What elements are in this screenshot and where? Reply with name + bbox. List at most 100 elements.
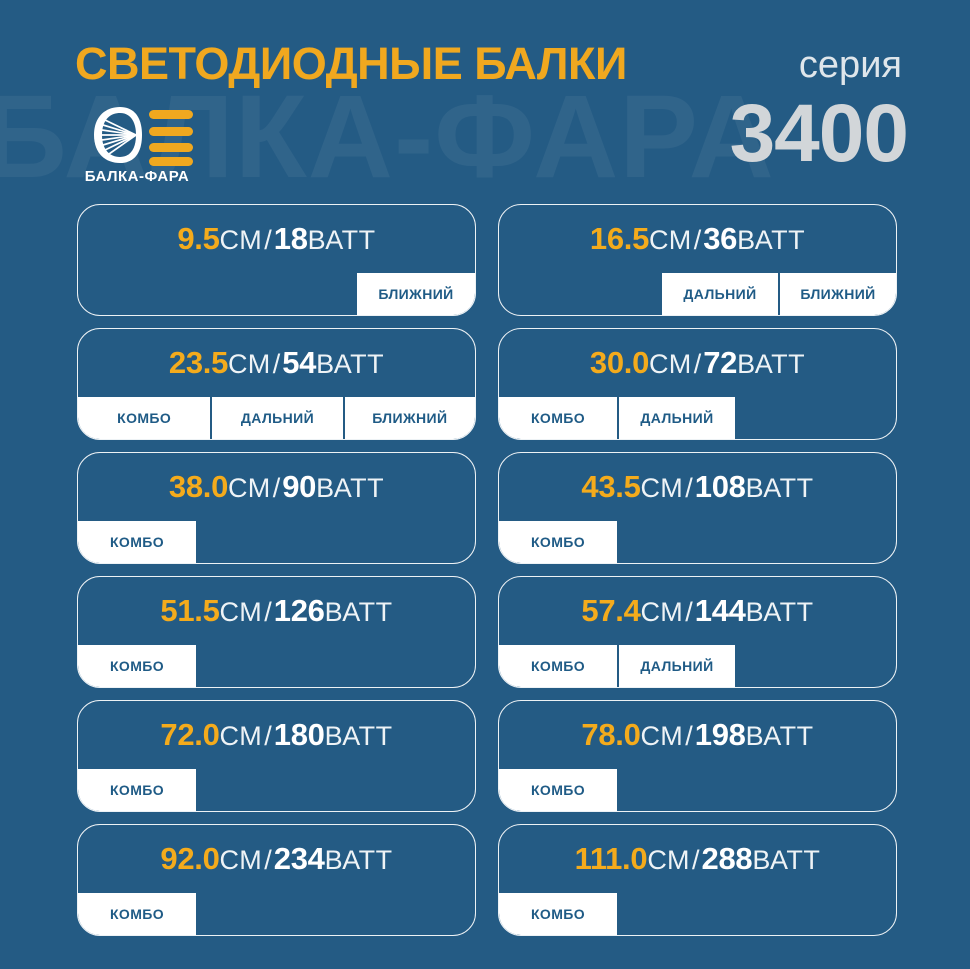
product-card[interactable]: 9.5 СМ / 18 ВАТТ БЛИЖНИЙ bbox=[77, 204, 476, 316]
beam-type-badge[interactable]: БЛИЖНИЙ bbox=[357, 273, 475, 315]
product-size-unit: СМ bbox=[228, 349, 271, 379]
beam-type-badge[interactable]: ДАЛЬНИЙ bbox=[210, 397, 343, 439]
beam-type-badges: КОМБО bbox=[499, 521, 896, 563]
beam-type-badge[interactable]: КОМБО bbox=[499, 769, 617, 811]
product-size-value: 78.0 bbox=[581, 717, 641, 752]
product-power-unit: ВАТТ bbox=[324, 845, 393, 875]
beam-type-badge[interactable]: КОМБО bbox=[78, 769, 196, 811]
product-power-unit: ВАТТ bbox=[316, 473, 385, 503]
product-card[interactable]: 43.5 СМ / 108 ВАТТ КОМБО bbox=[498, 452, 897, 564]
product-power-value: 108 bbox=[694, 469, 746, 504]
series-label: серия bbox=[798, 44, 902, 86]
spec-separator: / bbox=[272, 473, 281, 503]
product-card[interactable]: 111.0 СМ / 288 ВАТТ КОМБО bbox=[498, 824, 897, 936]
product-size-unit: СМ bbox=[649, 349, 692, 379]
spec-separator: / bbox=[272, 349, 281, 379]
beam-type-badge[interactable]: КОМБО bbox=[78, 645, 196, 687]
product-card[interactable]: 72.0 СМ / 180 ВАТТ КОМБО bbox=[77, 700, 476, 812]
spec-separator: / bbox=[264, 225, 272, 255]
spec-separator: / bbox=[264, 597, 272, 627]
spec-separator: / bbox=[685, 597, 693, 627]
product-power-unit: ВАТТ bbox=[745, 597, 814, 627]
product-grid: 9.5 СМ / 18 ВАТТ БЛИЖНИЙ 16.5 СМ / 36 ВАТТ… bbox=[77, 204, 897, 936]
beam-type-badges: КОМБО bbox=[78, 893, 475, 935]
product-size-value: 43.5 bbox=[581, 469, 641, 504]
product-power-unit: ВАТТ bbox=[316, 349, 385, 379]
brand-name: БАЛКА-ФАРА bbox=[84, 168, 190, 185]
beam-type-badge[interactable]: КОМБО bbox=[499, 893, 617, 935]
beam-type-badge[interactable]: ДАЛЬНИЙ bbox=[660, 273, 778, 315]
product-power-unit: ВАТТ bbox=[737, 225, 806, 255]
product-power-unit: ВАТТ bbox=[745, 473, 814, 503]
product-size-unit: СМ bbox=[649, 225, 692, 255]
product-power-unit: ВАТТ bbox=[307, 225, 376, 255]
headlight-icon bbox=[80, 104, 200, 166]
beam-type-badge[interactable]: БЛИЖНИЙ bbox=[778, 273, 896, 315]
product-size-unit: СМ bbox=[640, 721, 684, 751]
spec-separator: / bbox=[264, 845, 272, 875]
spec-separator: / bbox=[264, 721, 272, 751]
product-card[interactable]: 23.5 СМ / 54 ВАТТ КОМБО ДАЛЬНИЙ БЛИЖНИЙ bbox=[77, 328, 476, 440]
product-card[interactable]: 51.5 СМ / 126 ВАТТ КОМБО bbox=[77, 576, 476, 688]
product-spec: 43.5 СМ / 108 ВАТТ bbox=[499, 469, 896, 505]
beam-type-badges: КОМБО bbox=[78, 769, 475, 811]
product-card[interactable]: 78.0 СМ / 198 ВАТТ КОМБО bbox=[498, 700, 897, 812]
product-spec: 92.0 СМ / 234 ВАТТ bbox=[78, 841, 475, 877]
series-number: 3400 bbox=[729, 88, 909, 179]
page-title: СВЕТОДИОДНЫЕ БАЛКИ bbox=[75, 38, 627, 89]
product-spec: 38.0 СМ / 90 ВАТТ bbox=[78, 469, 475, 505]
product-power-unit: ВАТТ bbox=[737, 349, 806, 379]
product-spec: 51.5 СМ / 126 ВАТТ bbox=[78, 593, 475, 629]
beam-type-badge[interactable]: КОМБО bbox=[78, 521, 196, 563]
product-power-unit: ВАТТ bbox=[324, 597, 393, 627]
beam-type-badge[interactable]: КОМБО bbox=[78, 397, 211, 439]
product-size-unit: СМ bbox=[219, 225, 263, 255]
product-size-unit: СМ bbox=[647, 845, 690, 875]
beam-type-badges: КОМБО ДАЛЬНИЙ bbox=[499, 645, 896, 687]
brand-logo: БАЛКА-ФАРА bbox=[62, 104, 212, 196]
product-spec: 111.0 СМ / 288 ВАТТ bbox=[499, 841, 896, 877]
product-size-value: 92.0 bbox=[160, 841, 220, 876]
beam-type-badges: КОМБО bbox=[78, 521, 475, 563]
product-card[interactable]: 16.5 СМ / 36 ВАТТ ДАЛЬНИЙ БЛИЖНИЙ bbox=[498, 204, 897, 316]
beam-type-badge[interactable]: КОМБО bbox=[499, 645, 617, 687]
product-power-value: 234 bbox=[273, 841, 325, 876]
product-card[interactable]: 92.0 СМ / 234 ВАТТ КОМБО bbox=[77, 824, 476, 936]
product-spec: 30.0 СМ / 72 ВАТТ bbox=[499, 345, 896, 381]
beam-type-badge[interactable]: БЛИЖНИЙ bbox=[342, 397, 475, 439]
product-size-value: 30.0 bbox=[589, 345, 650, 380]
product-size-unit: СМ bbox=[640, 597, 684, 627]
product-size-value: 57.4 bbox=[581, 593, 641, 628]
product-size-unit: СМ bbox=[219, 597, 263, 627]
beam-type-badge[interactable]: КОМБО bbox=[78, 893, 196, 935]
beam-type-badge[interactable]: КОМБО bbox=[499, 521, 617, 563]
poster-header: СВЕТОДИОДНЫЕ БАЛКИ серия 3400 bbox=[0, 0, 970, 200]
product-size-unit: СМ bbox=[640, 473, 684, 503]
product-spec: 72.0 СМ / 180 ВАТТ bbox=[78, 717, 475, 753]
beam-type-badges: КОМБО bbox=[78, 645, 475, 687]
product-card[interactable]: 57.4 СМ / 144 ВАТТ КОМБО ДАЛЬНИЙ bbox=[498, 576, 897, 688]
product-power-value: 36 bbox=[703, 221, 738, 256]
product-spec: 9.5 СМ / 18 ВАТТ bbox=[78, 221, 475, 257]
product-size-unit: СМ bbox=[219, 845, 263, 875]
spec-separator: / bbox=[693, 225, 702, 255]
product-size-value: 23.5 bbox=[168, 345, 229, 380]
product-power-value: 18 bbox=[273, 221, 308, 256]
product-size-value: 38.0 bbox=[168, 469, 229, 504]
product-power-value: 90 bbox=[282, 469, 317, 504]
product-card[interactable]: 38.0 СМ / 90 ВАТТ КОМБО bbox=[77, 452, 476, 564]
product-spec: 57.4 СМ / 144 ВАТТ bbox=[499, 593, 896, 629]
beam-type-badges: КОМБО ДАЛЬНИЙ БЛИЖНИЙ bbox=[78, 397, 475, 439]
product-power-value: 198 bbox=[694, 717, 746, 752]
beam-type-badges: КОМБО bbox=[499, 893, 896, 935]
product-size-value: 51.5 bbox=[160, 593, 220, 628]
product-card[interactable]: 30.0 СМ / 72 ВАТТ КОМБО ДАЛЬНИЙ bbox=[498, 328, 897, 440]
product-spec: 23.5 СМ / 54 ВАТТ bbox=[78, 345, 475, 381]
beam-type-badge[interactable]: КОМБО bbox=[499, 397, 617, 439]
beam-type-badge[interactable]: ДАЛЬНИЙ bbox=[617, 645, 735, 687]
beam-type-badge[interactable]: ДАЛЬНИЙ bbox=[617, 397, 735, 439]
spec-separator: / bbox=[692, 845, 700, 875]
product-power-unit: ВАТТ bbox=[324, 721, 393, 751]
product-size-value: 72.0 bbox=[160, 717, 220, 752]
